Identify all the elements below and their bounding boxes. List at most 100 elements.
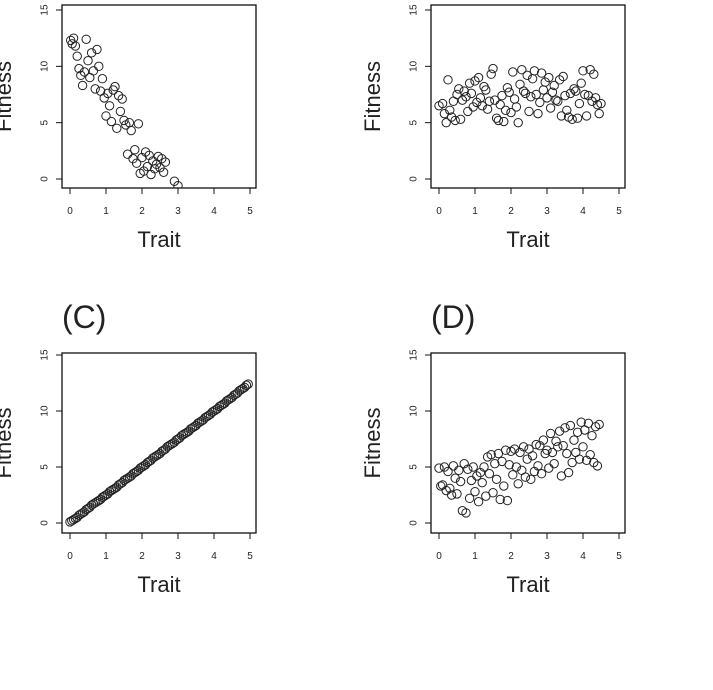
data-point: [481, 85, 491, 95]
data-point: [594, 419, 604, 430]
data-point: [106, 116, 117, 127]
y-tick-label: 0: [40, 176, 51, 182]
data-point: [551, 436, 561, 446]
data-point: [587, 96, 597, 106]
data-point: [92, 44, 102, 55]
data-point: [511, 462, 522, 472]
data-point: [488, 63, 498, 74]
data-point: [448, 461, 459, 471]
data-point: [463, 464, 473, 474]
x-tick-label: 4: [211, 206, 217, 217]
data-point: [585, 449, 595, 460]
data-point: [454, 84, 464, 94]
plot-frame: [430, 352, 626, 534]
data-point: [569, 84, 579, 94]
data-point: [157, 154, 167, 164]
y-tick-label: 10: [409, 405, 420, 417]
data-point: [526, 92, 536, 102]
data-point: [522, 70, 532, 81]
data-point: [484, 96, 495, 106]
data-point: [572, 427, 583, 437]
data-point: [477, 101, 487, 111]
x-tick-label: 0: [67, 206, 73, 217]
x-tick-label: 1: [472, 551, 478, 562]
data-point: [547, 87, 558, 97]
plot-frame: [430, 4, 626, 189]
y-axis-label: Fitness: [360, 408, 385, 479]
data-point: [446, 490, 457, 500]
data-point: [140, 147, 151, 157]
data-point: [488, 488, 498, 498]
data-point: [563, 467, 574, 478]
data-point: [499, 116, 509, 127]
data-point: [493, 115, 504, 126]
y-tick-label: 0: [409, 520, 420, 526]
data-point: [502, 495, 513, 506]
y-tick-label: 0: [409, 176, 420, 182]
x-tick-label: 5: [247, 551, 253, 562]
data-point: [554, 75, 565, 85]
data-point: [72, 51, 82, 61]
data-point: [158, 167, 169, 177]
data-point: [590, 93, 601, 103]
data-point: [70, 41, 81, 51]
data-point: [110, 81, 120, 92]
data-point: [518, 442, 529, 452]
x-tick-label: 2: [508, 206, 514, 217]
y-tick-label: 5: [40, 119, 51, 125]
data-point: [76, 70, 86, 81]
data-point: [526, 474, 536, 485]
y-tick-label: 15: [409, 4, 420, 16]
data-point: [558, 441, 568, 451]
x-axis-label: Trait: [506, 572, 549, 597]
data-point: [508, 67, 518, 77]
data-point: [67, 39, 77, 49]
data-point: [464, 493, 475, 504]
data-point: [103, 88, 113, 99]
data-point: [578, 442, 588, 452]
data-point: [479, 462, 489, 472]
data-point: [117, 94, 127, 104]
y-tick-label: 15: [40, 4, 51, 16]
data-point: [160, 157, 171, 167]
data-point: [553, 96, 563, 106]
data-point: [529, 66, 540, 76]
data-point: [580, 89, 590, 100]
y-tick-label: 10: [409, 60, 420, 72]
data-point: [554, 426, 565, 436]
x-axis-label: Trait: [137, 572, 180, 597]
data-point: [437, 98, 448, 109]
data-point: [509, 444, 520, 454]
data-points: [66, 33, 183, 188]
data-point: [450, 115, 460, 126]
data-point: [589, 457, 599, 468]
plot-frame: [61, 4, 257, 189]
data-point: [544, 463, 554, 473]
data-point: [495, 494, 505, 505]
data-point: [445, 105, 455, 115]
data-point: [535, 97, 545, 108]
data-point: [513, 117, 523, 128]
data-point: [133, 119, 144, 129]
data-point: [83, 56, 93, 66]
data-point: [466, 475, 477, 486]
data-point: [596, 98, 606, 109]
data-point: [538, 435, 549, 445]
data-point: [473, 497, 484, 507]
x-tick-label: 3: [544, 206, 550, 217]
data-point: [88, 66, 99, 76]
data-point: [74, 63, 84, 74]
data-point: [452, 489, 462, 499]
y-tick-label: 15: [40, 349, 51, 361]
data-point: [495, 99, 505, 110]
y-tick-label: 15: [409, 349, 420, 361]
x-tick-label: 0: [436, 551, 442, 562]
x-tick-label: 0: [67, 551, 73, 562]
data-point: [506, 107, 516, 118]
data-point: [239, 382, 250, 393]
data-point: [592, 461, 603, 471]
x-axis-label: Trait: [506, 227, 549, 252]
data-point: [536, 469, 547, 479]
data-point: [560, 423, 570, 433]
